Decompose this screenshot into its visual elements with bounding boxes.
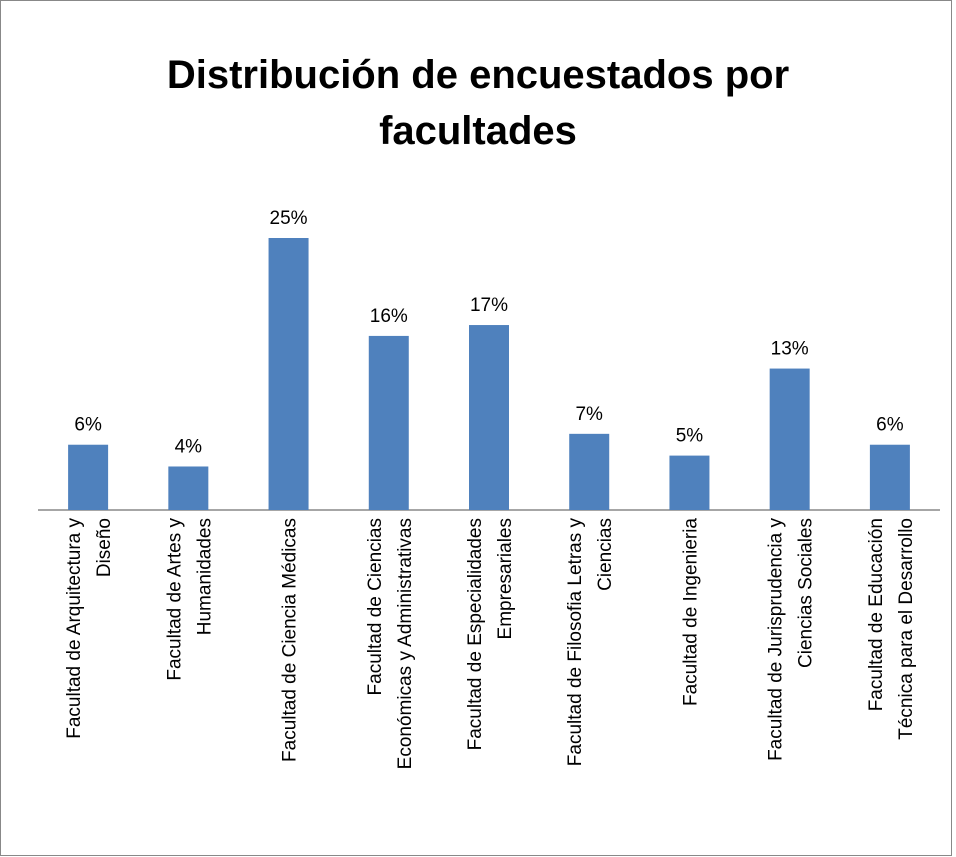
data-label: 6% — [876, 415, 904, 436]
bar — [669, 455, 710, 510]
x-tick-label: Facultad de Especialidades Empresariales — [465, 518, 516, 750]
x-tick-label: Facultad de Ciencia Médicas — [280, 518, 301, 762]
data-label: 16% — [370, 306, 408, 327]
chart-title: Distribución de encuestados por facultade… — [167, 53, 789, 153]
bar — [268, 238, 309, 510]
bar — [869, 444, 910, 510]
bar — [569, 433, 610, 510]
x-tick-label: Facultad de Arquitectura y Diseño — [64, 518, 115, 739]
x-tick-label: Facultad de Artes y Humanidades — [164, 518, 215, 681]
bar — [469, 325, 509, 510]
x-tick-label: Facultad de Jurisprudencia y Ciencias Soc… — [766, 518, 817, 761]
x-tick-label: Facultad de Ingenieria — [680, 518, 701, 706]
data-label: 13% — [771, 339, 809, 360]
x-tick-label: Facultad de Educación Técnica para el Des… — [866, 518, 917, 740]
bar — [368, 335, 409, 510]
x-tick-label: Facultad de Ciencias Económicas y Adminis… — [365, 518, 416, 769]
data-label: 25% — [270, 208, 308, 229]
data-label: 7% — [575, 404, 603, 425]
bar — [68, 444, 109, 510]
bar — [769, 368, 810, 510]
data-label: 6% — [74, 415, 102, 436]
bar — [168, 466, 209, 510]
data-label: 4% — [175, 436, 203, 457]
data-label: 17% — [470, 295, 508, 316]
data-label: 5% — [676, 426, 704, 447]
x-tick-label: Facultad de Filosofia Letras y Ciencias — [565, 518, 616, 767]
